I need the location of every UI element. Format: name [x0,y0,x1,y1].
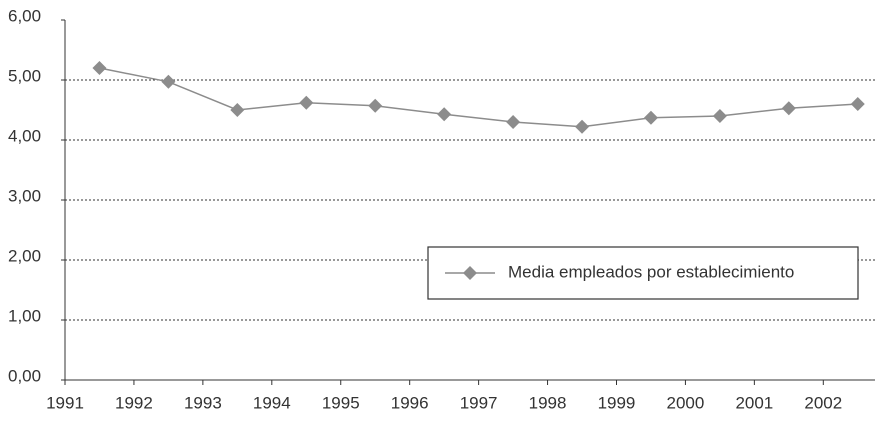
data-point [92,61,107,75]
x-tick-label: 2000 [667,393,705,412]
data-point [437,107,452,122]
x-tick-label: 1996 [391,393,429,412]
x-tick-label: 2001 [735,393,773,412]
y-tick-label: 2,00 [8,246,41,265]
data-point [781,101,796,116]
legend-marker [463,266,477,280]
y-tick-label: 4,00 [8,126,41,145]
x-tick-label: 1994 [253,393,291,412]
data-point [299,95,314,110]
x-tick-label: 1995 [322,393,360,412]
x-tick-label: 1999 [598,393,636,412]
legend-label: Media empleados por establecimiento [508,262,794,281]
x-tick-label: 2002 [804,393,842,412]
y-tick-label: 1,00 [8,306,41,325]
legend-box [427,246,859,300]
data-point [850,97,865,111]
y-tick-label: 6,00 [8,6,41,25]
data-point [506,115,521,129]
x-tick-label: 1993 [184,393,222,412]
data-point [712,109,727,123]
x-tick-label: 1991 [46,393,84,412]
data-point [230,103,245,117]
x-tick-label: 1997 [460,393,498,412]
y-tick-label: 3,00 [8,186,41,205]
data-point [161,74,176,89]
x-tick-label: 1998 [529,393,567,412]
series-line [99,67,858,128]
y-tick-label: 5,00 [8,66,41,85]
y-tick-label: 0,00 [8,366,41,385]
data-point [575,119,590,134]
data-point [368,98,383,113]
x-tick-label: 1992 [115,393,153,412]
data-point [643,110,658,125]
